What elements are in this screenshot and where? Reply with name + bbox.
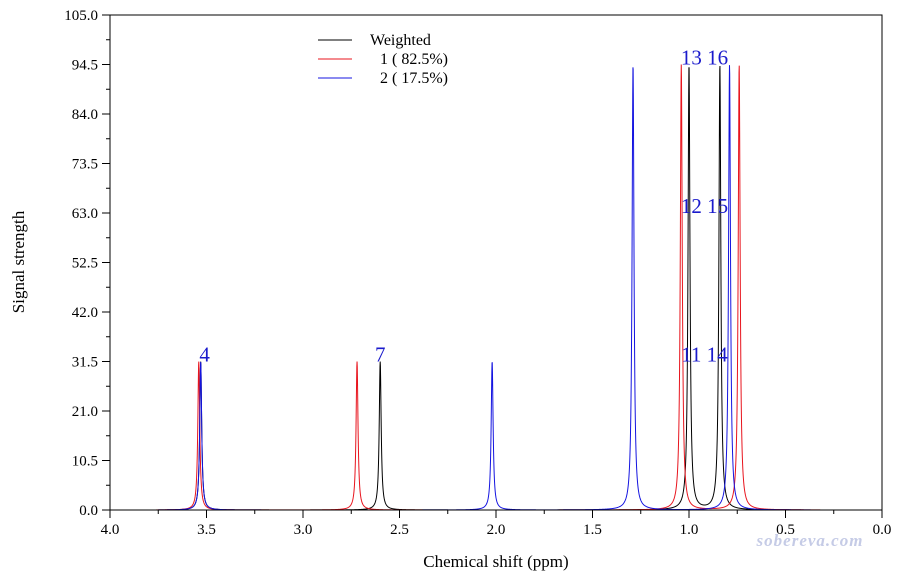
legend-entry: 1 ( 82.5%) (380, 51, 448, 68)
y-tick-label: 42.0 (72, 305, 98, 321)
y-axis-title: Signal strength (9, 210, 28, 313)
spectrum-curves (156, 64, 821, 511)
y-tick-label: 94.5 (72, 58, 98, 74)
y-axis-ticks: 0.0 10.5 21.0 31.5 42.0 52.5 63.0 73.5 84.0 94.5 1… (64, 8, 110, 519)
peak-label: 11 14 (681, 343, 728, 367)
y-tick-label: 0.0 (79, 503, 98, 519)
x-axis-title: Chemical shift (ppm) (423, 552, 568, 571)
peak-labels: 4 7 11 14 12 15 13 16 (199, 46, 728, 367)
x-tick-label: 2.5 (390, 522, 409, 538)
x-tick-label: 0.5 (776, 522, 795, 538)
x-tick-label: 0.0 (873, 522, 892, 538)
x-tick-label: 4.0 (101, 522, 120, 538)
peak-label: 7 (375, 343, 386, 367)
y-tick-label: 73.5 (72, 157, 98, 173)
x-tick-label: 1.5 (583, 522, 602, 538)
x-tick-label: 1.0 (680, 522, 699, 538)
y-tick-label: 31.5 (72, 355, 98, 371)
peak-label: 13 16 (681, 46, 728, 70)
watermark: sobereva.com (756, 531, 864, 550)
series-2-17-5-line (158, 65, 811, 511)
y-tick-label: 84.0 (72, 107, 98, 123)
peak-label: 12 15 (681, 194, 728, 218)
y-tick-label: 52.5 (72, 256, 98, 272)
y-tick-label: 63.0 (72, 206, 98, 222)
peak-label: 4 (199, 343, 210, 367)
y-tick-label: 105.0 (64, 8, 98, 24)
x-axis-ticks: 4.0 3.5 3.0 2.5 2.0 1.5 1.0 0.5 0.0 (101, 510, 892, 538)
series-weighted-line (158, 66, 801, 511)
legend-entry: 2 ( 17.5%) (380, 70, 448, 87)
y-tick-label: 21.0 (72, 404, 98, 420)
x-tick-label: 3.5 (197, 522, 216, 538)
x-tick-label: 3.0 (294, 522, 313, 538)
plot-frame (109, 14, 883, 511)
x-tick-label: 2.0 (487, 522, 506, 538)
y-tick-label: 10.5 (72, 454, 98, 470)
legend-entry: Weighted (370, 32, 431, 49)
legend: Weighted 1 ( 82.5%) 2 ( 17.5%) (318, 32, 448, 87)
